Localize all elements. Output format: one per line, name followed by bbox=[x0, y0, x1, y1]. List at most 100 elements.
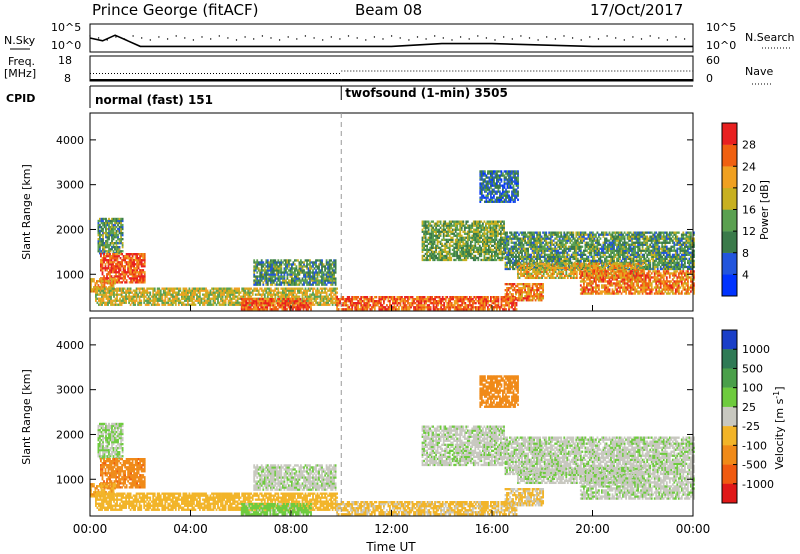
power-cell bbox=[436, 244, 439, 248]
power-cell bbox=[480, 240, 483, 244]
power-cell bbox=[262, 261, 265, 264]
power-cell bbox=[233, 287, 236, 290]
power-cell bbox=[560, 245, 563, 248]
power-cell bbox=[339, 302, 342, 305]
power-cell bbox=[333, 277, 336, 280]
power-cell bbox=[99, 244, 101, 247]
power-cell bbox=[450, 220, 453, 223]
power-cell bbox=[488, 258, 490, 262]
power-cell bbox=[379, 300, 382, 303]
power-cell bbox=[100, 244, 103, 247]
power-cell bbox=[104, 287, 106, 290]
power-cell bbox=[121, 253, 124, 256]
power-cell bbox=[444, 228, 447, 231]
power-cell bbox=[549, 237, 552, 240]
power-cell bbox=[130, 265, 133, 268]
power-cell bbox=[197, 287, 200, 290]
power-cell bbox=[143, 263, 146, 266]
power-cell bbox=[229, 295, 232, 298]
power-cell bbox=[500, 250, 502, 254]
power-cell bbox=[436, 256, 439, 260]
power-cell bbox=[543, 245, 546, 248]
power-cell bbox=[117, 246, 119, 249]
power-cell bbox=[448, 242, 451, 246]
power-cell bbox=[202, 303, 204, 306]
power-cell bbox=[285, 279, 287, 282]
power-cell bbox=[387, 308, 390, 311]
power-cell bbox=[254, 267, 257, 270]
power-cell bbox=[149, 291, 152, 294]
power-cell bbox=[542, 245, 545, 248]
power-cell bbox=[426, 298, 429, 301]
power-cell bbox=[476, 300, 479, 303]
power-cell bbox=[248, 300, 251, 303]
power-cell bbox=[395, 298, 397, 301]
power-cell bbox=[489, 254, 492, 258]
power-cell bbox=[310, 308, 312, 311]
power-cell bbox=[282, 297, 284, 300]
power-cell bbox=[115, 259, 117, 262]
power-cell bbox=[263, 300, 266, 303]
power-cell bbox=[253, 273, 256, 276]
power-cell bbox=[203, 299, 206, 302]
power-cell bbox=[242, 295, 245, 298]
power-cell bbox=[238, 301, 241, 304]
power-cell bbox=[164, 303, 167, 306]
power-cell bbox=[309, 273, 311, 276]
power-cell bbox=[518, 245, 520, 248]
power-cell bbox=[266, 277, 269, 280]
power-cell bbox=[503, 242, 505, 246]
power-cell bbox=[121, 281, 124, 284]
power-cell bbox=[497, 234, 499, 237]
nsearch-dot bbox=[184, 37, 186, 39]
power-cell bbox=[97, 223, 100, 227]
power-cell bbox=[322, 299, 325, 302]
power-cell bbox=[545, 235, 548, 238]
power-cell bbox=[421, 222, 424, 225]
power-cell bbox=[119, 297, 121, 300]
power-cell bbox=[325, 301, 328, 304]
power-cell bbox=[275, 306, 278, 309]
power-cell bbox=[379, 306, 382, 309]
power-cell bbox=[235, 295, 238, 298]
power-cell bbox=[455, 306, 458, 309]
power-cell bbox=[509, 306, 512, 309]
power-cell bbox=[462, 306, 465, 309]
power-cell bbox=[293, 302, 296, 305]
power-cell bbox=[421, 238, 424, 242]
power-cell bbox=[495, 228, 498, 231]
power-cell bbox=[182, 289, 185, 292]
power-cell bbox=[455, 298, 458, 301]
power-cell bbox=[262, 263, 265, 266]
power-cell bbox=[503, 228, 505, 231]
power-cell bbox=[94, 288, 97, 291]
power-cell bbox=[468, 228, 471, 231]
power-cell bbox=[455, 296, 458, 299]
power-cell bbox=[554, 255, 557, 259]
power-cell bbox=[422, 300, 425, 303]
power-cell bbox=[470, 304, 473, 307]
power-cell bbox=[102, 231, 104, 235]
power-cell bbox=[130, 271, 133, 274]
power-cell bbox=[542, 255, 545, 259]
power-cell bbox=[364, 302, 367, 305]
power-cell bbox=[239, 291, 242, 294]
power-cell bbox=[424, 230, 427, 233]
power-cell bbox=[534, 243, 537, 246]
power-cell bbox=[452, 306, 455, 309]
power-cell bbox=[203, 287, 206, 290]
power-cell bbox=[96, 291, 99, 294]
power-cell bbox=[561, 249, 564, 252]
power-cell bbox=[133, 253, 136, 256]
nsearch-dot bbox=[623, 39, 625, 41]
power-cell bbox=[307, 259, 310, 262]
power-cell bbox=[372, 298, 375, 301]
power-cell bbox=[465, 244, 468, 248]
power-cell bbox=[144, 289, 147, 292]
power-cell bbox=[348, 300, 351, 303]
power-cell bbox=[197, 291, 200, 294]
power-cell bbox=[107, 273, 110, 276]
power-cell bbox=[549, 247, 552, 250]
power-cell bbox=[477, 300, 480, 303]
power-cell bbox=[528, 253, 531, 257]
